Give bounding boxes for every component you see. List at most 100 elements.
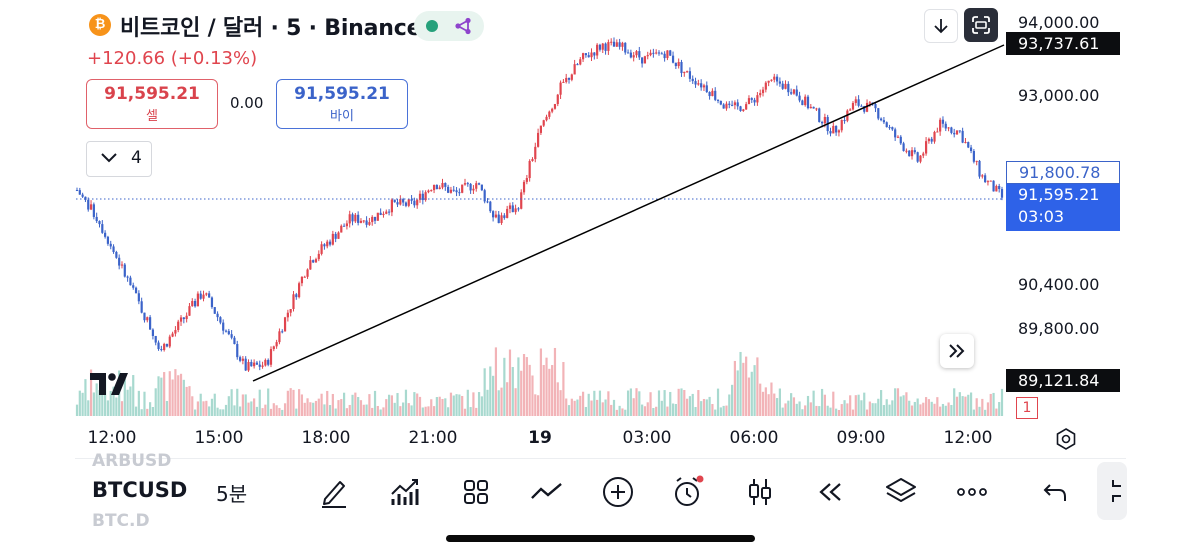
volume-bar xyxy=(657,390,661,416)
more-button[interactable] xyxy=(954,474,990,510)
volume-bar xyxy=(163,372,166,416)
alarm-clock-icon xyxy=(675,475,704,506)
symbol-list-next[interactable]: BTC.D xyxy=(92,511,150,531)
candle-body xyxy=(573,64,576,75)
candle-body xyxy=(750,98,753,100)
status-pill[interactable] xyxy=(414,11,484,41)
candle-body xyxy=(227,331,230,335)
layers-button[interactable] xyxy=(883,474,919,510)
candle-body xyxy=(219,317,222,323)
candle-body xyxy=(815,108,818,110)
indicators-button[interactable] xyxy=(387,474,423,510)
candle-body xyxy=(896,136,900,138)
indicators-toggle[interactable]: 4 xyxy=(86,141,152,177)
volume-bar xyxy=(750,371,753,416)
price-chart[interactable] xyxy=(0,0,1200,460)
sell-button[interactable]: 91,595.21 셀 xyxy=(86,79,218,129)
candle-body xyxy=(863,106,866,112)
toolbar-interval[interactable]: 5분 xyxy=(216,482,248,506)
candle-body xyxy=(500,215,503,224)
volume-bar xyxy=(742,362,745,416)
share-node-icon xyxy=(455,17,471,35)
volume-bar xyxy=(160,377,163,416)
chart-settings-icon[interactable] xyxy=(1054,427,1078,451)
undo-button[interactable] xyxy=(1038,474,1074,510)
volume-bar xyxy=(691,393,694,416)
symbol-list-prev[interactable]: ARBUSD xyxy=(92,451,172,471)
toolbar-overflow-stub[interactable] xyxy=(1097,462,1127,520)
last-price: 91,595.21 xyxy=(1018,185,1100,204)
candle-body xyxy=(916,152,919,162)
volume-bar xyxy=(410,405,413,416)
candle-body xyxy=(941,119,945,124)
volume-bar xyxy=(570,398,573,416)
chart-type-button[interactable] xyxy=(742,474,778,510)
candle-body xyxy=(407,199,410,206)
volume-bar xyxy=(863,392,866,416)
volume-bar xyxy=(967,394,970,416)
candle-body xyxy=(913,150,916,153)
candle-body xyxy=(126,276,129,278)
candle-body xyxy=(359,220,363,223)
candle-body xyxy=(348,214,351,224)
volume-bar xyxy=(837,409,841,416)
candle-body xyxy=(919,155,922,162)
fullscreen-button[interactable] xyxy=(964,8,998,42)
volume-bar xyxy=(635,388,638,416)
candle-body xyxy=(638,51,641,58)
volume-bar xyxy=(739,351,742,416)
candle-body xyxy=(635,51,638,56)
volume-bar xyxy=(137,390,140,416)
symbol-title[interactable]: 비트코인 / 달러 · 5 · Binance xyxy=(120,16,422,41)
draw-pen-button[interactable] xyxy=(316,474,352,510)
candle-body xyxy=(795,89,798,96)
candle-body xyxy=(174,330,177,334)
buy-button[interactable]: 91,595.21 바이 xyxy=(276,79,408,129)
volume-bar xyxy=(177,375,180,416)
candle-body xyxy=(624,42,627,53)
candle-body xyxy=(767,80,770,83)
toolbar-symbol[interactable]: BTCUSD xyxy=(92,478,188,502)
candle-body xyxy=(253,362,256,367)
alert-button[interactable] xyxy=(670,474,706,510)
volume-bar xyxy=(632,398,635,416)
replay-button[interactable] xyxy=(812,474,848,510)
bitcoin-icon: ₿ xyxy=(89,14,111,36)
candle-body xyxy=(725,103,728,109)
volume-bar xyxy=(683,389,686,416)
candle-body xyxy=(955,130,959,135)
volume-bar xyxy=(882,405,886,416)
volume-bar xyxy=(477,392,481,416)
volume-bar xyxy=(823,394,826,416)
volume-bar xyxy=(835,408,838,416)
add-button[interactable] xyxy=(600,474,636,510)
scroll-to-latest-button[interactable] xyxy=(940,334,974,368)
volume-bar xyxy=(725,405,728,416)
volume-bar xyxy=(421,407,424,416)
download-button[interactable] xyxy=(924,9,958,43)
volume-bar xyxy=(528,364,531,416)
candle-body xyxy=(250,362,253,367)
candle-body xyxy=(747,98,751,105)
volume-bar xyxy=(567,405,571,416)
candle-body xyxy=(753,99,756,103)
market-open-dot-icon xyxy=(426,20,438,32)
volume-bar xyxy=(806,395,810,416)
candle-body xyxy=(683,71,686,74)
candle-body xyxy=(969,147,973,152)
volume-bar xyxy=(598,390,602,416)
volume-bar xyxy=(438,396,441,416)
candle-body xyxy=(984,175,987,183)
volume-bar xyxy=(486,389,489,416)
apps-button[interactable] xyxy=(458,474,494,510)
volume-bar xyxy=(565,398,568,416)
volume-bar xyxy=(255,406,259,416)
candle-body xyxy=(132,285,135,288)
candle-body xyxy=(272,346,275,350)
candle-body xyxy=(258,364,261,367)
volume-bar xyxy=(998,402,1001,416)
volume-bar xyxy=(303,402,306,416)
volume-bar xyxy=(832,391,835,416)
compare-button[interactable] xyxy=(529,474,565,510)
volume-bar xyxy=(899,396,902,416)
